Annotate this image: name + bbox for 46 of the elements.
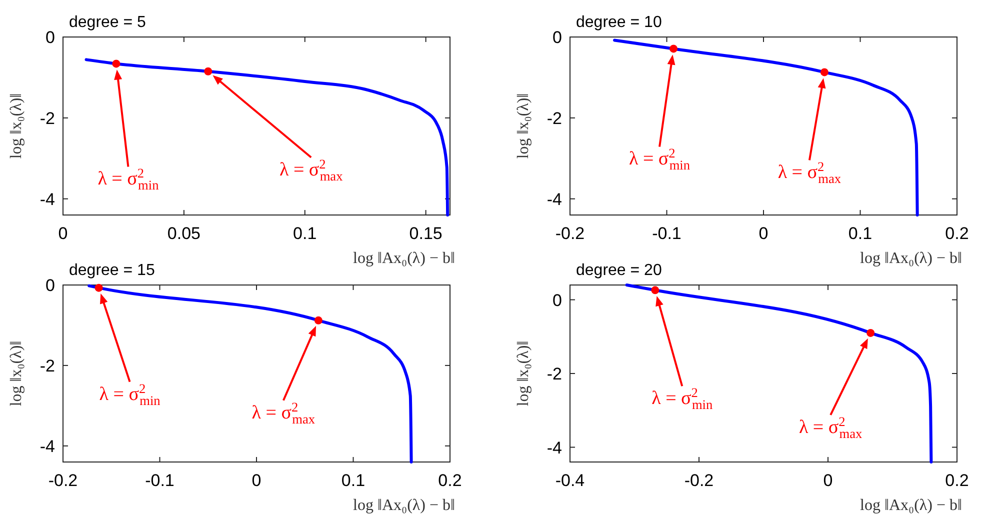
y-axis-title: log ‖x₀(λ)‖ (8, 93, 25, 159)
x-tick-label: 0.1 (848, 224, 872, 243)
y-axis-title: log ‖x₀(λ)‖ (8, 340, 25, 406)
line-series (613, 38, 919, 216)
y-tick-label: -4 (546, 190, 562, 209)
x-tick-label: 0.2 (945, 471, 969, 490)
y-tick-label: 0 (46, 28, 55, 47)
chart-title: degree = 15 (69, 262, 155, 279)
y-tick-label: -2 (546, 364, 562, 384)
x-tick-label: 0.2 (438, 471, 462, 490)
y-axis-title: log ‖x₀(λ)‖ (515, 93, 532, 159)
x-tick-label: -0.2 (48, 471, 78, 490)
x-axis-title: log ‖Ax₀(λ) − b‖ (353, 497, 455, 514)
y-axis-title: log ‖x₀(λ)‖ (515, 340, 532, 406)
x-tick-label: 0.1 (341, 471, 366, 490)
chart-title: degree = 5 (69, 14, 146, 31)
x-tick-label: -0.2 (684, 471, 714, 490)
y-tick-label: -2 (40, 108, 55, 128)
x-tick-label: 0 (252, 471, 262, 490)
y-tick-label: -4 (546, 438, 562, 458)
y-tick-label: -2 (40, 356, 55, 376)
x-axis-title: log ‖Ax₀(λ) − b‖ (353, 250, 455, 267)
x-tick-label: -0.4 (555, 471, 585, 490)
line-series (625, 284, 933, 464)
chart-title: degree = 10 (576, 14, 662, 31)
line-series (84, 58, 450, 216)
x-axis-title: log ‖Ax₀(λ) − b‖ (860, 497, 962, 514)
x-axis-title: log ‖Ax₀(λ) − b‖ (860, 250, 962, 267)
y-tick-label: -2 (546, 108, 562, 128)
y-tick-label: 0 (552, 290, 562, 310)
y-tick-label: -4 (40, 436, 55, 456)
x-tick-label: -0.1 (145, 471, 174, 490)
x-tick-label: 0.2 (945, 224, 969, 243)
x-tick-label: -0.2 (555, 224, 585, 243)
line-series (88, 284, 413, 464)
x-tick-label: 0.05 (167, 224, 200, 243)
y-tick-label: 0 (552, 28, 562, 47)
y-tick-label: 0 (46, 276, 55, 295)
chart-title: degree = 20 (576, 262, 662, 279)
x-tick-label: 0.15 (409, 224, 442, 243)
x-tick-label: 0 (58, 224, 68, 243)
x-tick-label: -0.1 (652, 224, 682, 243)
y-tick-label: -4 (40, 190, 55, 209)
x-tick-label: 0.1 (293, 224, 317, 243)
x-tick-label: 0 (758, 224, 768, 243)
x-tick-label: 0 (823, 471, 833, 490)
